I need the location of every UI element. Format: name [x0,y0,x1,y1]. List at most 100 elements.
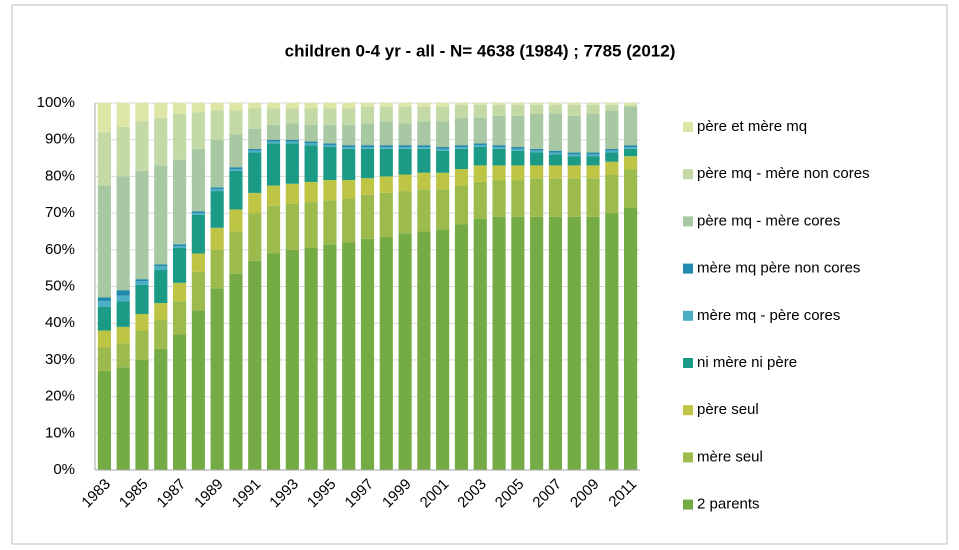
bar-segment [191,253,205,272]
bar-segment [342,242,356,470]
bar-segment [492,115,506,146]
bar-segment [342,148,356,181]
bar-segment [379,192,393,237]
bar-segment [567,178,581,217]
y-tick-label: 100% [37,94,75,111]
bar-segment [191,214,205,254]
bar-segment [172,114,187,160]
bar-segment [624,156,638,170]
bar-segment [586,216,600,470]
bar-segment [567,216,581,470]
bar-segment [454,145,469,148]
bar-segment [172,159,187,245]
bar-segment [605,104,619,111]
bar-segment [97,185,111,298]
bar-segment [266,141,281,144]
legend-swatch [683,358,693,368]
bar-segment [605,213,619,470]
bar-segment [398,148,412,175]
bar-segment [360,194,375,239]
bar-segment [248,213,262,261]
bar-segment [304,247,318,470]
y-tick-label: 90% [45,131,75,148]
legend-label: mère mq père non cores [697,260,860,277]
bar-segment [379,106,393,122]
bar-segment [417,106,431,122]
bar-segment [172,282,187,302]
bar-segment [116,176,130,291]
bar-segment [492,216,506,470]
bar-segment [285,103,299,109]
legend-swatch [683,452,693,463]
legend-swatch [683,216,693,227]
bar-segment [436,150,450,173]
bar-segment [229,167,243,170]
bar-segment [135,314,149,331]
bar-segment [417,145,431,148]
bar-segment [135,280,149,285]
bar-segment [379,236,393,470]
bar-segment [323,147,337,181]
bar-segment [323,103,337,109]
bar-segment [285,203,299,250]
bar-segment [323,143,337,146]
bar-segment [398,147,412,149]
bar-segment [323,180,337,201]
bar-segment [229,134,243,168]
bar-segment [511,165,525,181]
legend-swatch [683,405,693,416]
bar-segment [548,114,563,151]
bar-segment [266,205,281,254]
bar-segment [530,152,544,166]
bar-segment [360,238,375,470]
y-tick-label: 70% [45,204,75,221]
bar-segment [135,330,149,360]
bar-segment [473,145,487,148]
bar-segment [154,266,168,270]
bar-segment [586,154,600,157]
bar-segment [454,224,469,470]
bar-segment [191,112,205,149]
bar-segment [191,271,205,311]
bar-segment [586,104,600,115]
bar-segment [530,150,544,153]
legend-label: mère seul [697,448,763,465]
bar-segment [342,147,356,149]
bar-segment [266,103,281,109]
bar-segment [473,181,487,219]
bar-segment [154,165,168,265]
bar-segment [342,108,356,126]
bar-segment [436,229,450,470]
bar-segment [266,253,281,470]
bar-segment [360,145,375,148]
bar-segment [548,104,563,115]
bar-segment [342,145,356,148]
bar-segment [172,301,187,335]
legend-label: père mq - mère non cores [697,165,870,182]
bar-segment [266,125,281,140]
bar-segment [567,104,581,116]
bar-segment [116,290,130,296]
bar-segment [530,104,544,115]
bar-segment [567,152,581,155]
bar-segment [548,154,563,166]
bar-segment [436,121,450,148]
bar-segment [229,170,243,210]
bar-segment [436,103,450,107]
bar-segment [210,288,224,470]
bar-segment [97,301,111,307]
bar-segment [624,103,638,105]
y-tick-label: 50% [45,277,75,294]
bar-segment [605,103,619,105]
bar-segment [323,125,337,144]
bar-segment [191,213,205,215]
legend-swatch [683,263,693,274]
bar-segment [379,147,393,149]
bar-segment [116,343,130,368]
bar-segment [586,152,600,155]
bar-segment [492,148,506,166]
bar-segment [492,104,506,116]
bar-segment [530,216,544,470]
bar-segment [473,117,487,144]
bar-segment [511,180,525,217]
